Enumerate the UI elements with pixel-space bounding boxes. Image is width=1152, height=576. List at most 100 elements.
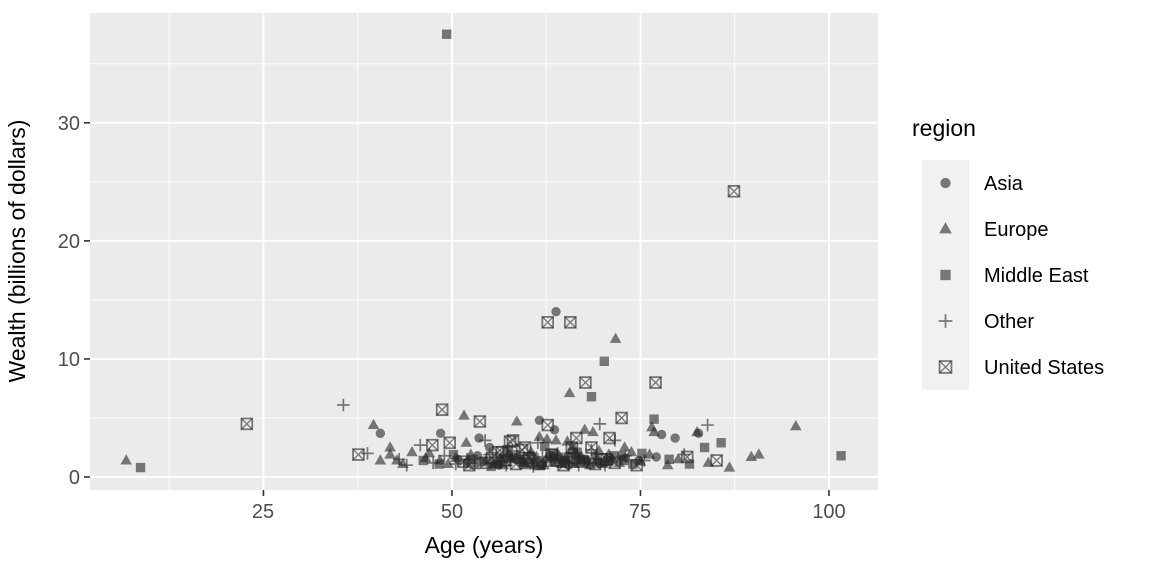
data-point: [458, 409, 470, 420]
data-point: [367, 418, 380, 430]
data-point: [586, 392, 597, 402]
data-point: [585, 441, 598, 454]
data-point: [532, 458, 545, 470]
data-point: [423, 447, 436, 458]
data-point: [618, 441, 631, 452]
data-point: [550, 454, 563, 467]
data-point: [609, 451, 619, 461]
data-point: [600, 453, 613, 466]
square-marker-icon: [940, 269, 951, 281]
data-point: [699, 442, 710, 453]
legend-label-united-states: United States: [984, 357, 1104, 379]
data-point: [506, 434, 520, 447]
data-point: [557, 458, 570, 472]
data-point: [352, 448, 365, 461]
legend-label-middle-east: Middle East: [984, 265, 1089, 287]
data-point: [753, 448, 765, 459]
series-united-states: [240, 184, 741, 472]
data-point: [599, 356, 609, 367]
data-point: [435, 428, 446, 439]
data-point: [406, 446, 418, 457]
data-point: [375, 428, 386, 439]
data-point: [603, 432, 616, 444]
data-point: [578, 423, 591, 434]
data-point: [649, 376, 662, 389]
circle-marker-icon: [940, 177, 951, 189]
legend-keys: [922, 160, 969, 390]
x-tick-label: 75: [629, 501, 651, 523]
data-point: [532, 457, 545, 471]
data-point: [503, 435, 517, 448]
data-point: [135, 462, 146, 473]
data-point: [510, 458, 522, 470]
data-point: [619, 455, 629, 466]
gridlines: [90, 13, 878, 490]
data-point: [337, 398, 350, 412]
data-point: [531, 436, 545, 450]
legend-title: region: [912, 115, 976, 141]
data-point: [661, 459, 674, 470]
data-point: [438, 449, 451, 463]
legend-label-asia: Asia: [984, 173, 1024, 195]
data-point: [443, 436, 456, 449]
data-point: [400, 458, 414, 472]
data-point: [442, 457, 454, 469]
x-tick-label: 50: [441, 501, 463, 523]
y-tick-label: 0: [69, 467, 80, 489]
data-point: [649, 414, 659, 424]
data-point: [498, 454, 511, 467]
data-point: [603, 431, 616, 445]
y-tick-label: 20: [58, 231, 80, 253]
data-points: [120, 29, 846, 473]
data-point: [473, 415, 487, 428]
data-point: [449, 457, 463, 471]
legend: region Asia Europe Middle East Other Uni…: [912, 115, 1104, 390]
legend-label-europe: Europe: [984, 219, 1049, 241]
data-point: [649, 376, 662, 389]
y-tick-label: 10: [58, 349, 80, 371]
data-point: [615, 411, 628, 425]
data-point: [728, 185, 740, 198]
y-axis-title: Wealth (billions of dollars): [4, 120, 30, 383]
data-point: [593, 417, 607, 431]
data-point: [460, 436, 473, 447]
data-point: [474, 433, 484, 443]
data-point: [240, 417, 254, 431]
y-tick-label: 30: [58, 113, 80, 135]
data-point: [418, 455, 428, 466]
data-point: [564, 316, 577, 329]
data-point: [435, 403, 449, 417]
data-point: [716, 438, 726, 448]
triangle-marker-icon: [939, 222, 952, 234]
data-point: [434, 459, 444, 469]
data-point: [637, 448, 647, 459]
plot-panel: [90, 13, 878, 490]
data-point: [509, 457, 523, 471]
data-point: [352, 448, 365, 461]
data-point: [541, 418, 555, 432]
data-point: [443, 436, 456, 450]
legend-label-other: Other: [984, 311, 1034, 333]
data-point: [684, 459, 695, 469]
data-point: [426, 439, 439, 451]
data-point: [426, 438, 439, 452]
data-point: [630, 459, 643, 472]
data-point: [587, 425, 599, 437]
data-point: [480, 456, 492, 469]
data-point: [541, 433, 553, 444]
data-point: [463, 459, 476, 472]
data-point: [441, 29, 452, 39]
data-point: [628, 459, 638, 469]
data-point: [536, 460, 546, 470]
data-point: [436, 403, 449, 416]
data-point: [541, 419, 554, 431]
data-point: [519, 441, 531, 454]
x-axis-tick-labels: 25 50 75 100: [252, 501, 846, 523]
data-point: [723, 461, 736, 472]
data-point: [240, 418, 253, 430]
data-point: [681, 451, 694, 463]
data-point: [579, 376, 592, 389]
data-point: [384, 448, 396, 459]
